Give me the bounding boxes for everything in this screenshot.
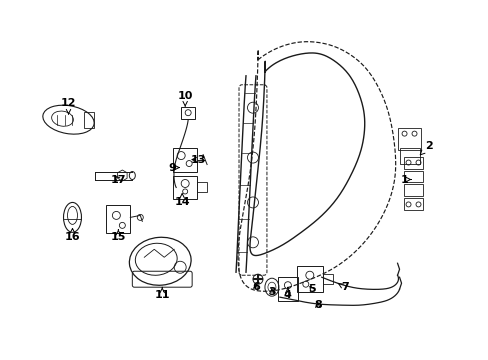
Text: 7: 7 [337,282,348,292]
Bar [173,176,197,199]
Bar [399,148,419,163]
Text: 8: 8 [313,300,321,310]
Text: 13: 13 [190,154,205,165]
Text: 17: 17 [110,175,126,185]
Text: 6: 6 [251,282,260,292]
Text: 1: 1 [400,175,410,185]
Bar [106,206,130,233]
Text: 10: 10 [177,91,192,107]
Bar [403,157,423,168]
Bar [173,148,197,171]
Text: 3: 3 [267,287,275,297]
Bar [277,277,297,301]
Bar [84,112,94,128]
Text: 14: 14 [174,194,190,207]
Bar [403,198,423,210]
Text: 12: 12 [61,98,76,114]
Ellipse shape [52,111,73,126]
Bar [181,107,195,119]
Bar [403,184,423,197]
Bar [322,274,332,284]
Text: 9: 9 [168,162,179,172]
Bar [197,183,207,193]
Text: 15: 15 [110,230,126,242]
Text: 2: 2 [419,141,432,155]
Bar [296,266,322,292]
Text: 5: 5 [307,284,315,294]
Text: 11: 11 [154,287,170,300]
Bar [397,128,421,150]
Text: 4: 4 [284,287,291,300]
Text: 16: 16 [64,229,80,242]
Bar [403,171,423,183]
